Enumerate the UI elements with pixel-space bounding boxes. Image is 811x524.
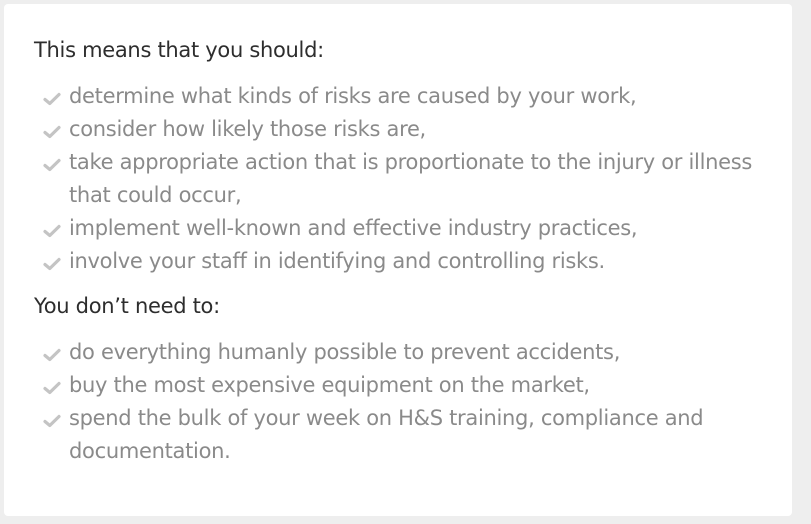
check-icon (43, 381, 61, 395)
list-item-text: take appropriate action that is proporti… (69, 150, 753, 207)
check-icon (43, 125, 61, 139)
should-list: determine what kinds of risks are caused… (34, 80, 762, 278)
dont-heading: You don’t need to: (34, 294, 220, 318)
list-item-text: buy the most expensive equipment on the … (69, 373, 590, 397)
list-item: implement well-known and effective indus… (34, 212, 762, 245)
list-item-text: consider how likely those risks are, (69, 117, 426, 141)
check-icon (43, 92, 61, 106)
list-item-text: implement well-known and effective indus… (69, 216, 638, 240)
content-card: This means that you should: determine wh… (4, 4, 792, 516)
check-icon (43, 224, 61, 238)
list-item: buy the most expensive equipment on the … (34, 369, 762, 402)
list-item-text: do everything humanly possible to preven… (69, 340, 621, 364)
list-item: consider how likely those risks are, (34, 113, 762, 146)
should-heading: This means that you should: (34, 38, 324, 62)
list-item: spend the bulk of your week on H&S train… (34, 402, 762, 468)
list-item: involve your staff in identifying and co… (34, 245, 762, 278)
list-item: do everything humanly possible to preven… (34, 336, 762, 369)
check-icon (43, 348, 61, 362)
list-item-text: involve your staff in identifying and co… (69, 249, 605, 273)
list-item-text: spend the bulk of your week on H&S train… (69, 406, 704, 463)
check-icon (43, 257, 61, 271)
dont-list: do everything humanly possible to preven… (34, 336, 762, 468)
list-item-text: determine what kinds of risks are caused… (69, 84, 637, 108)
list-item: determine what kinds of risks are caused… (34, 80, 762, 113)
list-item: take appropriate action that is proporti… (34, 146, 762, 212)
check-icon (43, 414, 61, 428)
check-icon (43, 158, 61, 172)
